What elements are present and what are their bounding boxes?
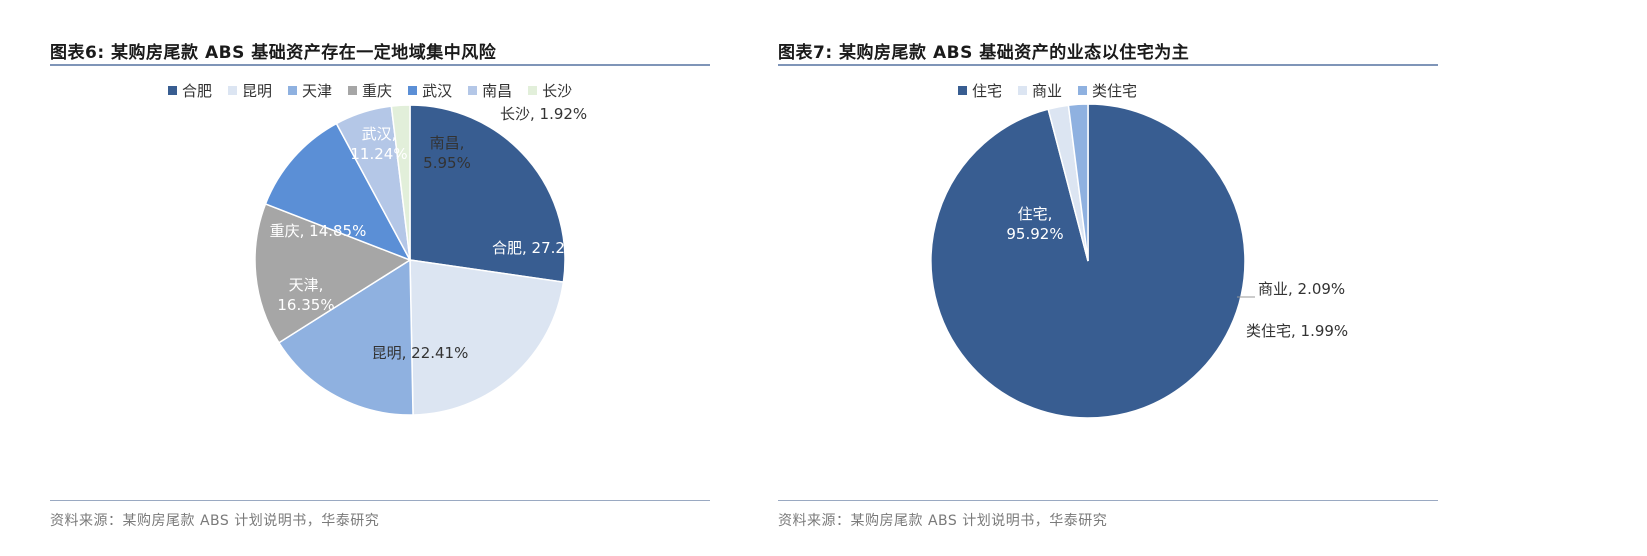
- chart-title: 图表6: 某购房尾款 ABS 基础资产存在一定地域集中风险: [50, 43, 497, 63]
- chart-panel-property-type: 图表7: 某购房尾款 ABS 基础资产的业态以住宅为主 住宅 商业 类住宅 住宅, 9…: [778, 0, 1438, 556]
- legend-swatch: [168, 86, 177, 95]
- chart-panel-regional: 图表6: 某购房尾款 ABS 基础资产存在一定地域集中风险 合肥 昆明 天津 重庆 武汉…: [50, 0, 710, 556]
- legend-label: 昆明: [242, 82, 273, 100]
- pie-slice-合肥: [409, 104, 566, 283]
- pie-chart-regional: 合肥, 27.28% 昆明, 22.41% 天津, 16.35% 重庆, 14.85% 武…: [254, 104, 589, 416]
- source-note: 资料来源：某购房尾款 ABS 计划说明书，华泰研究: [50, 513, 380, 529]
- data-label-合肥: 合肥, 27.28%: [492, 239, 589, 257]
- legend-swatch: [468, 86, 478, 95]
- title-rule: [778, 64, 1438, 66]
- pie-slice-天津: [277, 258, 414, 416]
- data-label-南昌: 南昌, 5.95%: [423, 134, 471, 172]
- data-label-住宅: 住宅, 95.92%: [1006, 205, 1063, 243]
- pie-slice-长沙: [390, 104, 411, 261]
- data-label-武汉: 武汉, 11.24%: [350, 125, 407, 163]
- title-rule: [50, 64, 710, 66]
- pie-slice-重庆: [254, 202, 412, 344]
- legend-label: 南昌: [482, 82, 513, 100]
- data-label-昆明: 昆明, 22.41%: [372, 344, 469, 362]
- pie-slice-类住宅: [1067, 103, 1089, 262]
- legend-swatch: [1018, 86, 1028, 95]
- pie-slices: [930, 103, 1246, 419]
- data-label-类住宅: 类住宅, 1.99%: [1246, 322, 1348, 340]
- legend-swatch: [408, 86, 418, 95]
- legend-item-昆明: 昆明: [228, 80, 272, 101]
- pie-chart-property-type: 住宅, 95.92% 商业, 2.09% 类住宅, 1.99%: [930, 103, 1348, 419]
- legend-item-长沙: 长沙: [528, 80, 572, 101]
- legend-label: 类住宅: [1092, 82, 1138, 100]
- legend-item-武汉: 武汉: [408, 80, 452, 101]
- chart-title: 图表7: 某购房尾款 ABS 基础资产的业态以住宅为主: [778, 43, 1190, 63]
- pie-slice-武汉: [264, 122, 412, 262]
- legend-item-住宅: 住宅: [958, 80, 1002, 101]
- source-note: 资料来源：某购房尾款 ABS 计划说明书，华泰研究: [778, 513, 1108, 529]
- legend-swatch: [228, 86, 238, 95]
- legend-item-南昌: 南昌: [468, 80, 512, 101]
- legend-label: 商业: [1032, 82, 1063, 100]
- legend-label: 天津: [302, 82, 333, 100]
- legend-item-天津: 天津: [288, 80, 332, 101]
- legend-label: 住宅: [972, 82, 1003, 100]
- chart-legend: 住宅 商业 类住宅: [958, 80, 1153, 101]
- legend-label: 合肥: [182, 82, 213, 100]
- legend-item-合肥: 合肥: [168, 80, 212, 101]
- legend-item-类住宅: 类住宅: [1078, 80, 1137, 101]
- source-rule: [50, 500, 710, 501]
- legend-swatch: [528, 86, 538, 95]
- pie-slices: [254, 104, 566, 416]
- pie-slice-昆明: [409, 259, 565, 416]
- data-label-商业: 商业, 2.09%: [1258, 280, 1345, 298]
- legend-item-重庆: 重庆: [348, 80, 392, 101]
- legend-label: 武汉: [422, 82, 453, 100]
- data-label-长沙: 长沙, 1.92%: [500, 105, 587, 123]
- legend-label: 重庆: [362, 82, 393, 100]
- legend-swatch: [958, 86, 967, 95]
- legend-label: 长沙: [542, 82, 573, 100]
- legend-swatch: [288, 86, 298, 95]
- legend-item-商业: 商业: [1018, 80, 1062, 101]
- legend-swatch: [348, 86, 358, 95]
- source-rule: [778, 500, 1438, 501]
- data-label-天津: 天津, 16.35%: [277, 276, 334, 314]
- data-label-重庆: 重庆, 14.85%: [270, 222, 367, 240]
- legend-swatch: [1078, 86, 1088, 95]
- chart-legend: 合肥 昆明 天津 重庆 武汉 南昌 长沙: [168, 80, 588, 101]
